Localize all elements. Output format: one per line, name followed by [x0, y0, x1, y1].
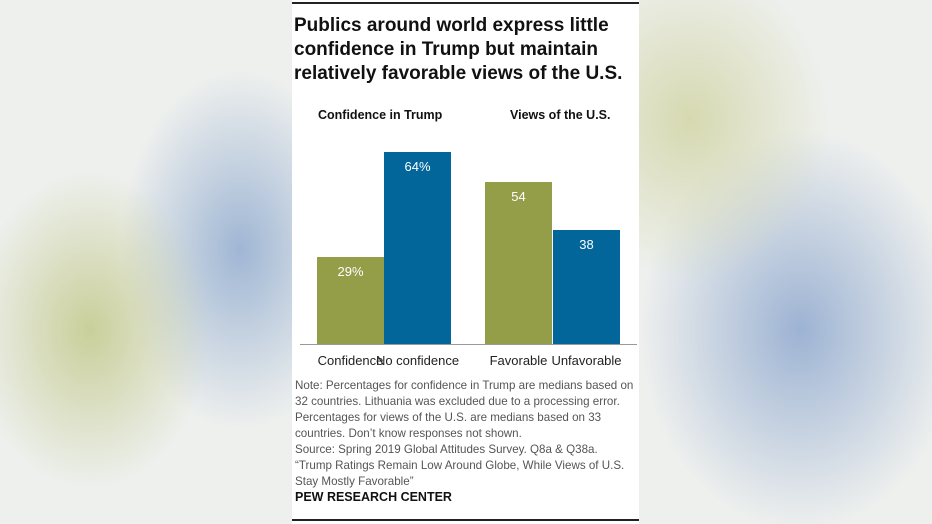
data-label: 64%: [404, 159, 430, 174]
category-label: Unfavorable: [551, 353, 621, 368]
note-text: Note: Percentages for confidence in Trum…: [295, 379, 634, 440]
group-label-trump: Confidence in Trump: [318, 108, 443, 122]
category-label: No confidence: [376, 353, 459, 368]
category-label: Confidence: [318, 353, 384, 368]
brand-logo-text: PEW RESEARCH CENTER: [295, 490, 452, 504]
data-label: 38: [579, 237, 593, 252]
bar-no-confidence: [384, 152, 451, 344]
category-label: Favorable: [490, 353, 548, 368]
bar-favorable: [485, 182, 552, 344]
source-text: Source: Spring 2019 Global Attitudes Sur…: [295, 443, 598, 456]
bar-unfavorable: [553, 230, 620, 344]
data-label: 54: [511, 189, 525, 204]
data-label: 29%: [337, 264, 363, 279]
report-title: “Trump Ratings Remain Low Around Globe, …: [295, 459, 625, 488]
bar-chart: 29% Confidence 64% No confidence 54 Favorable…: [300, 152, 637, 368]
bar-confidence: [317, 257, 384, 344]
chart-title: Publics around world express little conf…: [294, 15, 623, 84]
chart-panel: Publics around world express little conf…: [292, 0, 639, 524]
top-rule: [292, 2, 639, 4]
notes: Note: Percentages for confidence in Trum…: [295, 378, 639, 490]
group-label-us: Views of the U.S.: [510, 108, 611, 122]
bottom-rule: [292, 519, 639, 521]
